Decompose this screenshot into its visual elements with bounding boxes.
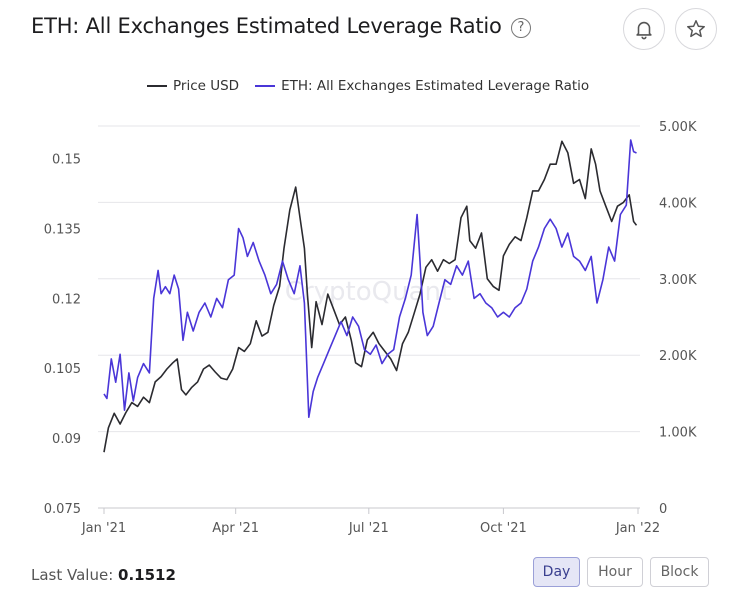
bell-button[interactable]: [623, 8, 665, 50]
y-right-tick-label: 1.00K: [659, 426, 697, 441]
x-tick-label: Oct '21: [480, 521, 527, 536]
legend-swatch-price: [147, 85, 167, 87]
star-icon: [687, 20, 705, 38]
favorite-button[interactable]: [675, 8, 717, 50]
bell-icon: [636, 21, 652, 40]
last-value-label: Last Value:: [31, 566, 114, 584]
y-left-tick-label: 0.09: [52, 432, 81, 447]
legend-item-leverage[interactable]: ETH: All Exchanges Estimated Leverage Ra…: [255, 78, 589, 94]
y-right-tick-label: 0: [659, 502, 667, 517]
y-left-tick-label: 0.105: [44, 362, 81, 377]
x-tick-label: Jan '22: [615, 521, 660, 536]
y-right-tick-label: 5.00K: [659, 120, 697, 135]
y-left-tick-label: 0.075: [44, 502, 81, 517]
legend-label-leverage: ETH: All Exchanges Estimated Leverage Ra…: [281, 78, 590, 94]
legend-item-price[interactable]: Price USD: [147, 78, 239, 94]
last-value-number: 0.1512: [118, 566, 176, 584]
y-left-tick-label: 0.135: [44, 222, 81, 237]
y-left-tick-label: 0.12: [52, 292, 81, 307]
page-title: ETH: All Exchanges Estimated Leverage Ra…: [31, 14, 502, 38]
legend-swatch-leverage: [255, 85, 276, 87]
x-tick-label: Jul '21: [348, 521, 389, 536]
legend-label-price: Price USD: [173, 78, 240, 94]
last-value: Last Value: 0.1512: [31, 566, 176, 584]
hour-button[interactable]: Hour: [587, 557, 643, 587]
y-left-tick-label: 0.15: [52, 153, 81, 168]
block-button[interactable]: Block: [650, 557, 709, 587]
leverage-ratio-line: [103, 139, 637, 419]
y-right-tick-label: 2.00K: [659, 349, 697, 364]
x-tick-label: Apr '21: [212, 521, 259, 536]
day-button[interactable]: Day: [533, 557, 580, 587]
chart-legend: Price USD ETH: All Exchanges Estimated L…: [147, 78, 605, 94]
y-right-tick-label: 4.00K: [659, 196, 697, 211]
x-tick-label: Jan '21: [81, 521, 126, 536]
help-icon[interactable]: ?: [511, 18, 531, 38]
price-usd-line: [103, 140, 638, 453]
y-right-tick-label: 3.00K: [659, 273, 697, 288]
watermark: CryptoQuant: [285, 277, 451, 307]
